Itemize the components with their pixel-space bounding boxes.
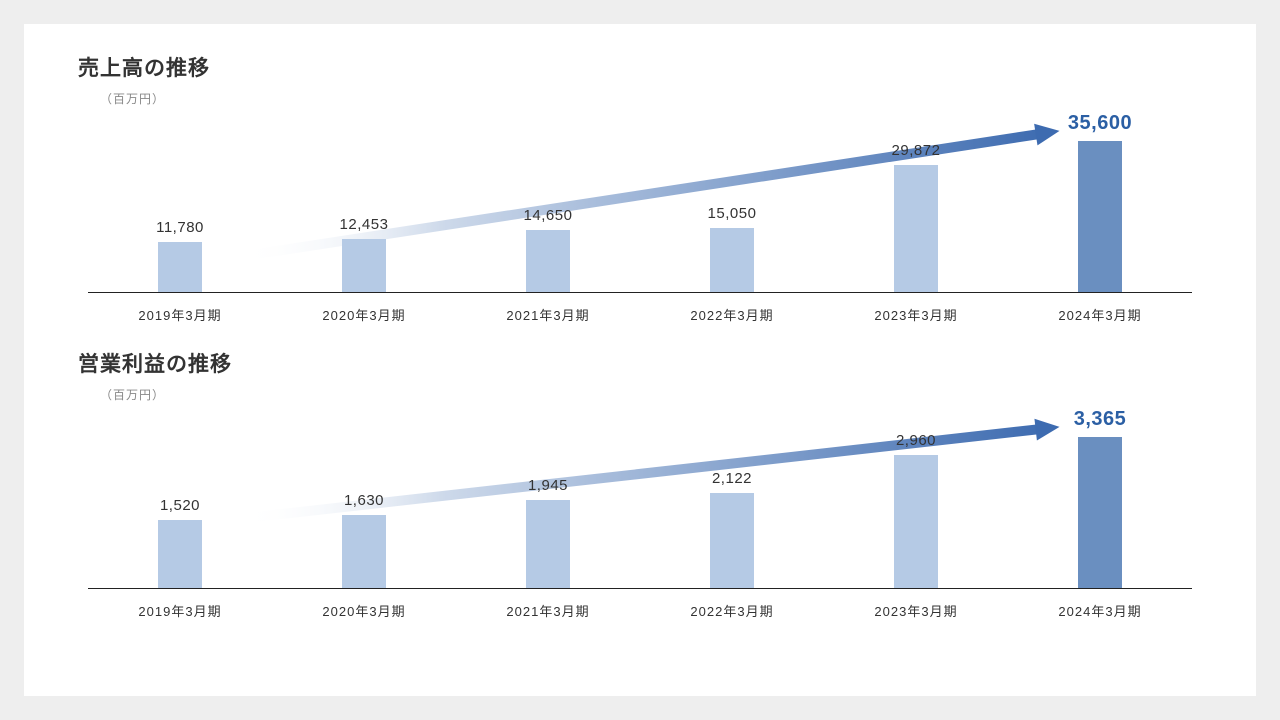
bar <box>526 500 570 588</box>
bar-value-label: 2,960 <box>896 432 936 449</box>
bar-value-label: 35,600 <box>1068 112 1132 135</box>
x-tick-label: 2019年3月期 <box>88 601 272 620</box>
plot-area: 1,520 1,630 1,945 2,122 2,960 3,365 <box>88 409 1192 589</box>
bar-slot: 1,945 <box>456 409 640 588</box>
x-tick-label: 2023年3月期 <box>824 305 1008 324</box>
bar <box>342 515 386 588</box>
bar-slot: 2,960 <box>824 409 1008 588</box>
x-tick-label: 2020年3月期 <box>272 601 456 620</box>
x-tick-label: 2019年3月期 <box>88 305 272 324</box>
revenue-chart: 売上高の推移 （百万円） 11,780 12,453 14,650 15,050 29,… <box>78 52 1202 324</box>
bar <box>1078 141 1122 292</box>
card: 売上高の推移 （百万円） 11,780 12,453 14,650 15,050 29,… <box>24 24 1256 696</box>
chart-unit: （百万円） <box>100 90 1202 107</box>
bar-value-label: 3,365 <box>1074 408 1127 431</box>
bar-slot: 1,630 <box>272 409 456 588</box>
bar <box>710 228 754 292</box>
x-tick-label: 2024年3月期 <box>1008 305 1192 324</box>
bar <box>158 242 202 292</box>
bar <box>894 455 938 588</box>
bar-slot: 1,520 <box>88 409 272 588</box>
x-tick-label: 2023年3月期 <box>824 601 1008 620</box>
x-tick-label: 2020年3月期 <box>272 305 456 324</box>
bar-slot: 12,453 <box>272 113 456 292</box>
bar <box>342 239 386 292</box>
chart-title: 営業利益の推移 <box>78 348 1202 378</box>
bar <box>710 493 754 588</box>
x-axis-labels: 2019年3月期2020年3月期2021年3月期2022年3月期2023年3月期… <box>88 305 1192 324</box>
bar-value-label: 11,780 <box>156 219 204 236</box>
bar-slot: 35,600 <box>1008 113 1192 292</box>
bar <box>526 230 570 292</box>
bar-value-label: 1,630 <box>344 492 384 509</box>
bar-slot: 2,122 <box>640 409 824 588</box>
x-axis-labels: 2019年3月期2020年3月期2021年3月期2022年3月期2023年3月期… <box>88 601 1192 620</box>
x-tick-label: 2022年3月期 <box>640 601 824 620</box>
bar-value-label: 1,520 <box>160 497 200 514</box>
plot-area: 11,780 12,453 14,650 15,050 29,872 35,600 <box>88 113 1192 293</box>
bar-value-label: 2,122 <box>712 470 752 487</box>
chart-unit: （百万円） <box>100 386 1202 403</box>
bar-value-label: 12,453 <box>340 216 389 233</box>
bar <box>894 165 938 292</box>
x-tick-label: 2021年3月期 <box>456 601 640 620</box>
bar-slot: 29,872 <box>824 113 1008 292</box>
bar <box>1078 437 1122 588</box>
bar-slot: 15,050 <box>640 113 824 292</box>
x-tick-label: 2021年3月期 <box>456 305 640 324</box>
profit-chart: 営業利益の推移 （百万円） 1,520 1,630 1,945 2,122 2,960 3… <box>78 348 1202 620</box>
chart-title: 売上高の推移 <box>78 52 1202 82</box>
x-tick-label: 2022年3月期 <box>640 305 824 324</box>
bar-value-label: 14,650 <box>524 207 573 224</box>
x-tick-label: 2024年3月期 <box>1008 601 1192 620</box>
bar-value-label: 15,050 <box>708 205 757 222</box>
bar-slot: 11,780 <box>88 113 272 292</box>
bar-value-label: 1,945 <box>528 477 568 494</box>
bar-slot: 3,365 <box>1008 409 1192 588</box>
bar-slot: 14,650 <box>456 113 640 292</box>
bar-value-label: 29,872 <box>892 142 941 159</box>
bar <box>158 520 202 588</box>
